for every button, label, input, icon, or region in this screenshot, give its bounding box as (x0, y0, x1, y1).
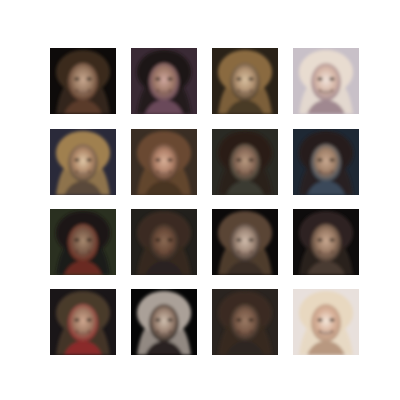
face-sample-4 (293, 48, 359, 114)
face-image (131, 48, 197, 114)
face-image (131, 289, 197, 355)
face-sample-16 (293, 289, 359, 355)
face-image (131, 209, 197, 275)
face-image (212, 209, 278, 275)
face-sample-1 (50, 48, 116, 114)
face-sample-12 (293, 209, 359, 275)
face-sample-3 (212, 48, 278, 114)
face-image (50, 289, 116, 355)
face-image (50, 48, 116, 114)
face-image (131, 129, 197, 195)
face-image (293, 209, 359, 275)
face-sample-13 (50, 289, 116, 355)
face-sample-15 (212, 289, 278, 355)
face-image (293, 48, 359, 114)
face-image (50, 129, 116, 195)
face-sample-7 (212, 129, 278, 195)
face-image (293, 129, 359, 195)
face-sample-10 (131, 209, 197, 275)
face-sample-5 (50, 129, 116, 195)
face-sample-11 (212, 209, 278, 275)
face-sample-2 (131, 48, 197, 114)
face-sample-8 (293, 129, 359, 195)
face-sample-9 (50, 209, 116, 275)
face-sample-6 (131, 129, 197, 195)
face-sample-14 (131, 289, 197, 355)
face-image (293, 289, 359, 355)
face-image (50, 209, 116, 275)
face-image (212, 129, 278, 195)
face-image (212, 289, 278, 355)
face-image (212, 48, 278, 114)
